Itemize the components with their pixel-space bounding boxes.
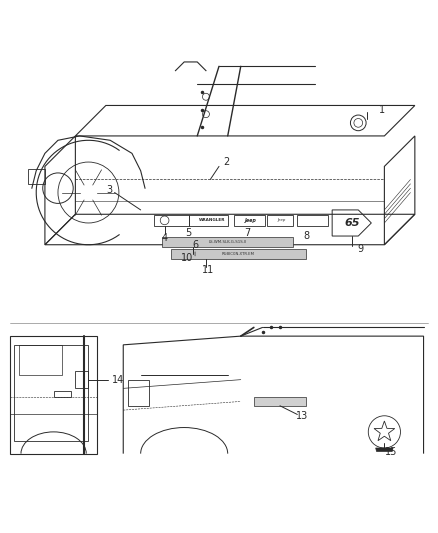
- Text: LS.WM-SLK-G-S1S.II: LS.WM-SLK-G-S1S.II: [208, 240, 247, 244]
- Bar: [53, 391, 71, 397]
- Text: 5: 5: [185, 228, 192, 238]
- Text: 6: 6: [192, 240, 198, 250]
- Bar: [162, 237, 293, 247]
- Bar: [171, 249, 306, 259]
- Text: 4: 4: [162, 233, 168, 243]
- Bar: [127, 379, 149, 406]
- Text: WRANGLER: WRANGLER: [199, 219, 226, 222]
- Text: 14: 14: [112, 375, 124, 385]
- Text: 2: 2: [223, 157, 230, 167]
- Text: 9: 9: [357, 244, 364, 254]
- Polygon shape: [376, 448, 393, 451]
- Text: RUBIC0N-XTR.EM: RUBIC0N-XTR.EM: [222, 252, 255, 256]
- Text: 10: 10: [180, 253, 193, 263]
- Text: 15: 15: [385, 447, 397, 457]
- Bar: [19, 345, 62, 375]
- Bar: [28, 168, 45, 184]
- Text: 65: 65: [344, 218, 360, 228]
- Text: 1: 1: [379, 105, 385, 115]
- Text: 13: 13: [296, 411, 308, 421]
- Text: 8: 8: [303, 231, 309, 241]
- Bar: [14, 345, 88, 441]
- Bar: [234, 215, 265, 225]
- Bar: [267, 215, 293, 225]
- Text: Jeep: Jeep: [244, 218, 256, 223]
- Text: 7: 7: [244, 228, 251, 238]
- Text: 11: 11: [202, 265, 214, 275]
- Bar: [254, 397, 306, 406]
- Bar: [154, 215, 188, 225]
- Text: 3: 3: [106, 185, 113, 195]
- Bar: [75, 371, 88, 389]
- Bar: [188, 215, 228, 225]
- Bar: [297, 215, 328, 225]
- Text: Jeep: Jeep: [278, 219, 286, 222]
